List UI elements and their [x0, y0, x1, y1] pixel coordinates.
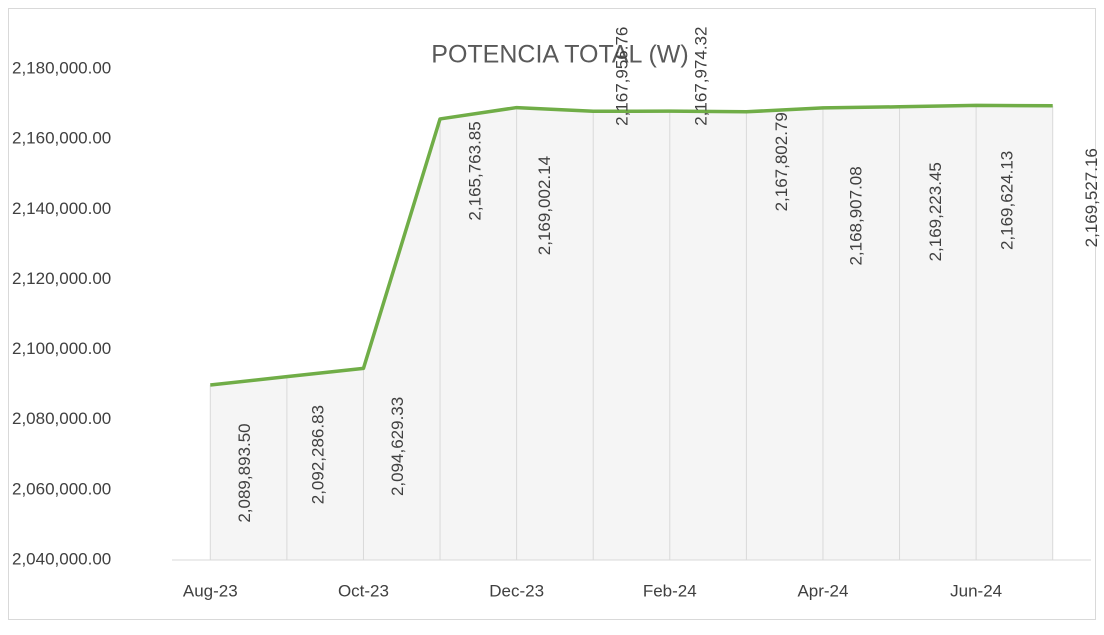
y-tick-label: 2,180,000.00: [12, 58, 111, 77]
x-tick-label: Dec-23: [489, 581, 544, 600]
x-tick-label: Apr-24: [797, 581, 848, 600]
y-tick-label: 2,160,000.00: [12, 129, 111, 148]
line: [210, 103, 1053, 387]
y-tick-label: 2,100,000.00: [12, 339, 111, 358]
data-label: 2,167,974.32: [691, 27, 710, 126]
y-tick-label: 2,120,000.00: [12, 269, 111, 288]
y-tick-label: 2,060,000.00: [12, 479, 111, 498]
area-fill: [210, 105, 1053, 561]
data-label: 2,169,002.14: [535, 156, 554, 255]
data-label: 2,165,763.85: [466, 121, 485, 220]
data-label: 2,089,893.50: [235, 423, 254, 522]
y-tick-label: 2,040,000.00: [12, 549, 111, 568]
y-tick-label: 2,080,000.00: [12, 409, 111, 428]
data-label: 2,167,802.79: [772, 112, 791, 211]
data-label: 2,169,223.45: [926, 162, 945, 261]
x-tick-label: Jun-24: [950, 581, 1002, 600]
data-label: 2,169,527.16: [1082, 148, 1101, 247]
x-tick-label: Aug-23: [183, 581, 238, 600]
x-tick-label: Feb-24: [643, 581, 697, 600]
y-tick-label: 2,140,000.00: [12, 199, 111, 218]
x-tick-label: Oct-23: [338, 581, 389, 600]
data-label: 2,092,286.83: [308, 405, 327, 504]
chart-title: POTENCIA TOTAL (W): [431, 41, 688, 69]
data-label: 2,167,956.76: [613, 27, 632, 126]
data-label: 2,094,629.33: [388, 397, 407, 496]
data-label: 2,168,907.08: [846, 166, 865, 265]
data-label: 2,169,624.13: [998, 151, 1017, 250]
